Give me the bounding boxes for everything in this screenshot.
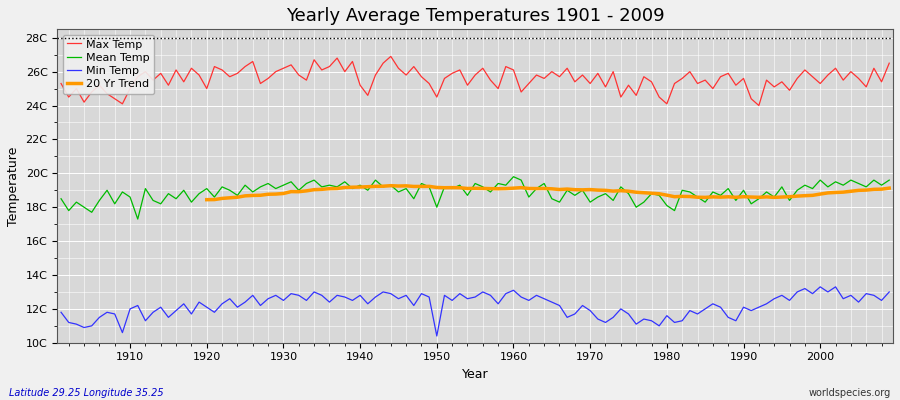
Mean Temp: [132, 217, 143, 222]
Mean Temp: [516, 178, 526, 182]
Mean Temp: [884, 178, 895, 182]
Min Temp: [117, 330, 128, 335]
Y-axis label: Temperature: Temperature: [7, 146, 20, 226]
Max Temp: [117, 102, 128, 106]
Min Temp: [884, 290, 895, 294]
Max Temp: [884, 61, 895, 66]
20 Yr Trend: [202, 197, 212, 202]
Max Temp: [56, 81, 67, 86]
Max Temp: [608, 69, 618, 74]
20 Yr Trend: [416, 184, 427, 189]
Max Temp: [753, 103, 764, 108]
Min Temp: [516, 295, 526, 300]
Mean Temp: [524, 195, 535, 200]
Mean Temp: [339, 179, 350, 184]
Max Temp: [508, 68, 519, 72]
Max Temp: [285, 62, 296, 67]
Legend: Max Temp, Mean Temp, Min Temp, 20 Yr Trend: Max Temp, Mean Temp, Min Temp, 20 Yr Tre…: [63, 35, 154, 94]
Text: Latitude 29.25 Longitude 35.25: Latitude 29.25 Longitude 35.25: [9, 388, 164, 398]
Mean Temp: [293, 188, 304, 193]
Line: 20 Yr Trend: 20 Yr Trend: [207, 186, 889, 200]
Min Temp: [431, 334, 442, 338]
20 Yr Trend: [884, 186, 895, 190]
20 Yr Trend: [860, 188, 871, 192]
Text: worldspecies.org: worldspecies.org: [809, 388, 891, 398]
Mean Temp: [616, 184, 626, 189]
Max Temp: [332, 56, 343, 60]
20 Yr Trend: [792, 194, 803, 198]
Min Temp: [508, 288, 519, 293]
Mean Temp: [508, 174, 519, 179]
20 Yr Trend: [777, 195, 788, 200]
Title: Yearly Average Temperatures 1901 - 2009: Yearly Average Temperatures 1901 - 2009: [286, 7, 664, 25]
Line: Max Temp: Max Temp: [61, 56, 889, 106]
20 Yr Trend: [684, 194, 695, 199]
20 Yr Trend: [293, 189, 304, 194]
Min Temp: [56, 310, 67, 315]
Mean Temp: [117, 190, 128, 194]
Min Temp: [814, 284, 825, 289]
Min Temp: [332, 293, 343, 298]
Mean Temp: [56, 196, 67, 201]
Max Temp: [516, 90, 526, 94]
Line: Mean Temp: Mean Temp: [61, 177, 889, 219]
Max Temp: [385, 54, 396, 59]
X-axis label: Year: Year: [462, 368, 489, 381]
Min Temp: [608, 315, 618, 320]
Min Temp: [285, 291, 296, 296]
Line: Min Temp: Min Temp: [61, 287, 889, 336]
20 Yr Trend: [385, 183, 396, 188]
